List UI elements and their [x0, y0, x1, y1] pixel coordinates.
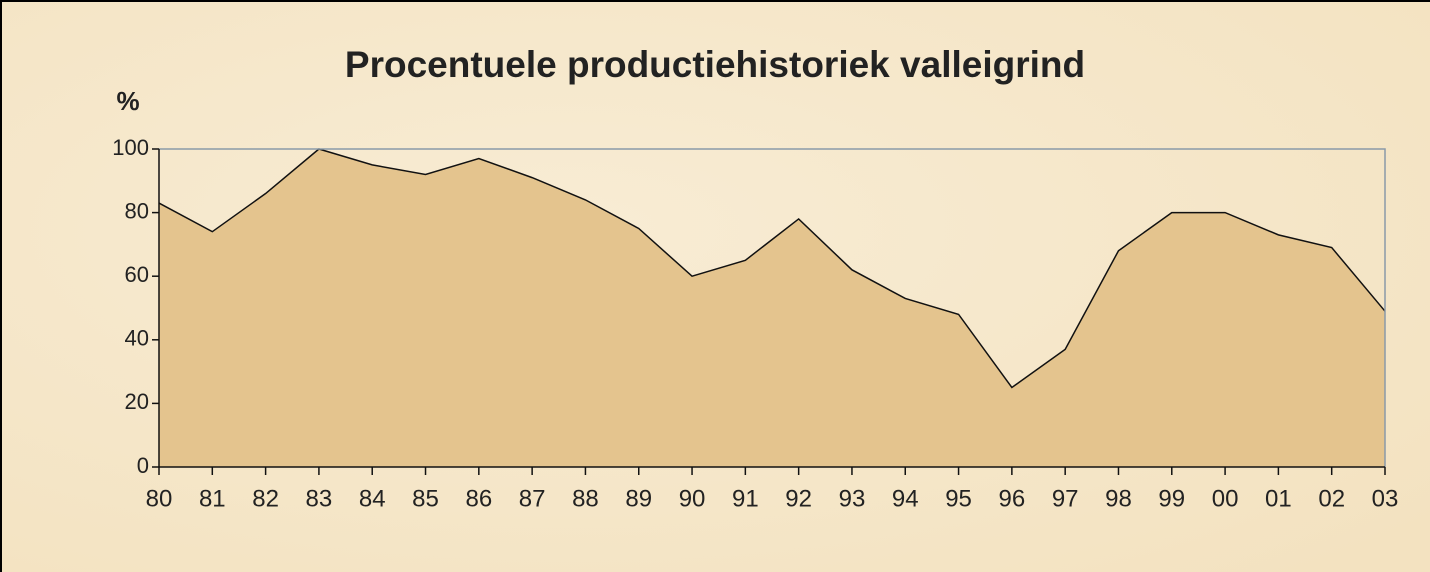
x-tick-label: 96	[999, 485, 1026, 512]
x-tick-label: 80	[146, 485, 173, 512]
x-tick-label: 00	[1212, 485, 1239, 512]
x-tick-label: 86	[465, 485, 492, 512]
x-tick-label: 87	[519, 485, 546, 512]
x-tick-label: 94	[892, 485, 919, 512]
x-tick-label: 97	[1052, 485, 1079, 512]
x-tick-label: 01	[1265, 485, 1292, 512]
plot-frame	[159, 148, 1386, 467]
x-tick-label: 03	[1372, 485, 1399, 512]
x-tick-label: 84	[359, 485, 386, 512]
x-tick-label: 91	[732, 485, 759, 512]
x-tick-label: 98	[1105, 485, 1132, 512]
area	[159, 149, 1385, 467]
y-tick-label: 40	[125, 326, 149, 351]
x-tick-label: 83	[306, 485, 333, 512]
x-tick-label: 93	[839, 485, 866, 512]
area-line	[158, 148, 1386, 389]
x-tick-label: 81	[199, 485, 226, 512]
y-tick-label: 0	[137, 453, 149, 478]
x-tick-label: 88	[572, 485, 599, 512]
y-axis-label: %	[116, 86, 139, 116]
x-tick-label: 99	[1158, 485, 1185, 512]
y-tick-label: 20	[125, 389, 149, 414]
x-tick-label: 95	[945, 485, 972, 512]
y-tick-label: 80	[125, 198, 149, 223]
chart-title: Procentuele productiehistoriek valleigri…	[345, 44, 1085, 85]
y-tick-label: 100	[112, 135, 149, 160]
x-tick-label: 89	[625, 485, 652, 512]
x-tick-label: 85	[412, 485, 439, 512]
x-tick-label: 92	[785, 485, 812, 512]
x-tick-label: 02	[1318, 485, 1345, 512]
x-tick-label: 82	[252, 485, 279, 512]
x-tick-label: 90	[679, 485, 706, 512]
y-tick-label: 60	[125, 262, 149, 287]
